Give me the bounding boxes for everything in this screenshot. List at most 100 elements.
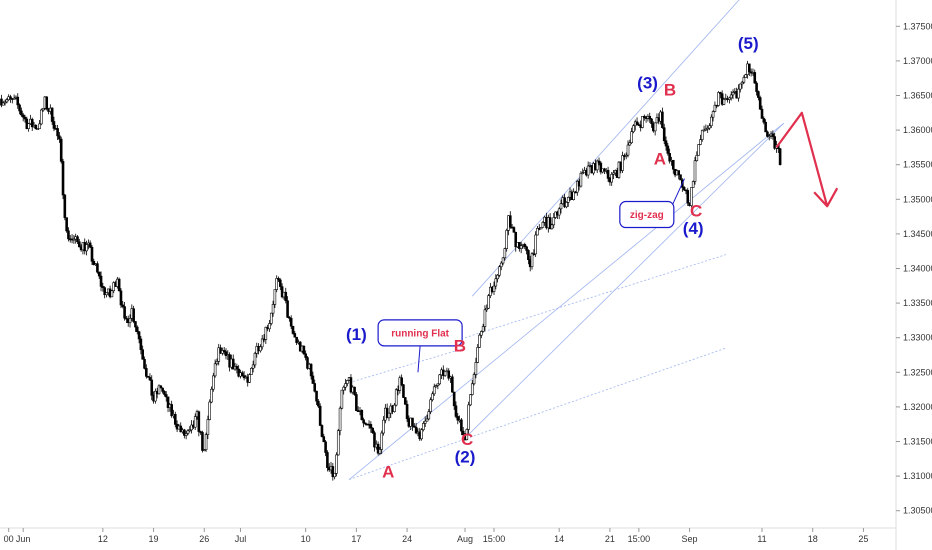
wave-labels: (1) (2) (3) (4) (5) A B C A B C [346,34,759,481]
candle-body [682,187,686,191]
candle-body [496,274,499,280]
candle-body [695,154,699,161]
candle-body [50,107,54,122]
channel-lines [348,0,785,480]
candle-body [679,174,682,181]
candle-body [470,383,474,395]
candle-body [322,436,326,443]
callout-pointer [417,345,421,373]
price-tick-label: 1.33000 [903,333,932,343]
candle-body [467,404,470,430]
candle-body [575,180,579,193]
channel-line [348,122,784,480]
candle-body [186,430,190,434]
candle-body [753,72,757,84]
candle-body [586,165,590,176]
candle-body [648,115,652,120]
candle-body [304,353,307,358]
candle-body [700,129,704,140]
time-tick-label: Aug [457,534,473,544]
candle-body [402,384,405,398]
candle-body [326,452,329,468]
candle-body [34,124,38,130]
candle-body [559,203,563,210]
time-axis[interactable]: 00 Jun 12 19 26 Jul 10 17 24 Aug 15:00 14 21 15:00 Sep… [4,528,869,544]
price-tick-label: 1.31500 [903,436,932,446]
candle-body [460,419,463,432]
candle-body [662,127,666,142]
price-tick-label: 1.36000 [903,125,932,135]
candle-body [483,309,487,327]
candle-body [279,279,282,287]
callout: running Flat [377,319,463,373]
candle-body [134,321,137,328]
candle-body [250,367,253,375]
candle-body [295,336,298,343]
candle-body [21,114,25,118]
price-tick-label: 1.35000 [903,194,932,204]
candle-body [9,96,12,99]
candle-body [215,361,219,365]
candle-body [713,104,717,112]
candle-body [512,227,516,233]
candle-body [364,422,367,425]
candle-body [431,393,434,401]
candle-body [378,449,382,454]
candle-body [661,111,664,129]
candle-body [400,377,403,386]
candle-body [154,390,157,402]
candle-body [346,380,349,384]
candle-body [523,244,527,248]
time-tick-label: 12 [98,534,108,544]
candle-body [59,138,63,162]
candle-body [146,376,150,378]
candle-body [709,116,713,127]
channel-line [349,347,466,384]
candle-body [393,404,396,413]
candle-body [342,386,345,391]
candle-body [145,368,148,377]
candle-body [0,98,3,106]
candle-body [541,222,545,228]
candle-body [760,108,764,119]
time-tick-label: 24 [402,534,412,544]
candle-body [23,116,27,120]
candle-body [597,160,601,164]
candle-body [166,396,170,408]
candle-body [699,139,702,145]
wave-label: (1) [346,325,367,344]
candle-body [595,160,599,171]
candle-body [505,230,508,249]
candle-body [686,190,690,204]
candle-body [159,385,163,389]
candle-body [317,400,320,407]
candle-body [579,173,583,187]
wave-label: (2) [455,447,476,466]
candle-body [632,125,635,132]
wave-label: B [454,337,466,356]
candle-body [88,242,92,248]
candle-body [550,224,554,230]
wave-label: (5) [738,34,759,53]
candle-body [206,419,210,435]
candle-body [132,308,135,322]
channel-line [464,254,726,339]
candle-body [36,128,39,131]
candle-body [447,370,451,379]
candle-body [606,170,610,179]
candle-body [764,121,767,133]
candle-body [103,287,106,296]
candle-body [454,405,458,417]
candle-body [123,306,126,319]
candle-body [253,353,257,366]
candle-body [213,363,217,377]
price-tick-label: 1.37000 [903,56,932,66]
price-axis[interactable]: 1.37500 1.37000 1.36500 1.36000 1.35500 1.350… [896,21,932,516]
candle-body [224,351,228,357]
candle-body [16,96,20,106]
time-tick-label: Sep [682,534,698,544]
candle-body [61,161,65,196]
candle-body [273,289,277,305]
candle-body [624,154,628,157]
